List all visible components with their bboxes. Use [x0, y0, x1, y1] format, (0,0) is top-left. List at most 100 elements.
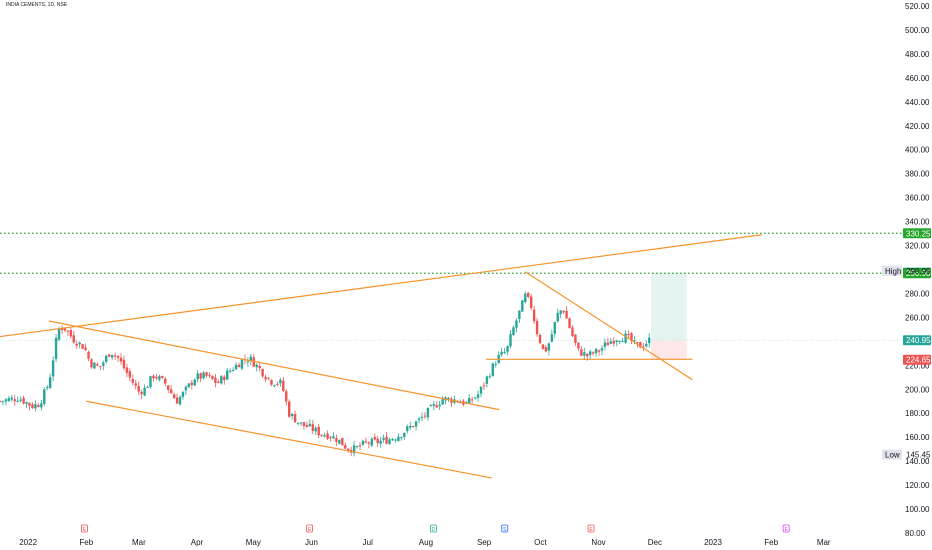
candle-body: [382, 437, 385, 440]
candle: [169, 385, 173, 394]
candle: [438, 400, 441, 411]
candle: [125, 363, 129, 378]
candle-body: [344, 445, 347, 449]
time-tick-label: Nov: [591, 538, 605, 547]
candle-body: [376, 438, 379, 444]
event-marker[interactable]: E: [81, 524, 88, 533]
candle: [341, 437, 344, 446]
candle: [344, 442, 347, 450]
candle: [19, 396, 22, 403]
event-marker-box[interactable]: [81, 524, 88, 533]
candle-body: [134, 383, 137, 386]
candle-body: [506, 345, 509, 352]
candlestick-series: [0, 291, 651, 457]
candle: [287, 399, 291, 418]
candle-body: [282, 380, 285, 391]
low-marker-label: Low: [885, 451, 900, 460]
candle: [237, 362, 241, 368]
candle: [107, 354, 111, 358]
candle-body: [279, 379, 282, 384]
price-tick-label: 360.00: [905, 194, 930, 203]
candle: [532, 305, 536, 324]
candle-body: [276, 383, 279, 385]
candle: [208, 372, 211, 378]
candle-body: [335, 438, 338, 442]
time-tick-label: Feb: [79, 538, 93, 547]
candle: [293, 410, 297, 423]
candle-body: [429, 405, 433, 407]
time-tick-label: Apr: [191, 538, 204, 547]
position-zones: [651, 272, 687, 360]
candle-body: [75, 343, 78, 346]
candle-body: [621, 341, 624, 343]
candle-body: [509, 334, 512, 347]
event-marker[interactable]: S: [501, 524, 509, 533]
candle: [385, 432, 388, 445]
candle-body: [470, 399, 474, 401]
candle: [184, 384, 188, 395]
candle-body: [69, 330, 73, 337]
candle: [273, 384, 276, 388]
candle: [588, 349, 592, 359]
candle: [648, 333, 651, 348]
candle-body: [46, 387, 49, 389]
trendline[interactable]: [525, 271, 693, 381]
candle-body: [624, 333, 627, 343]
candle: [408, 421, 412, 431]
candle-body: [524, 293, 527, 303]
event-marker[interactable]: D: [430, 524, 437, 533]
candle-body: [34, 404, 37, 409]
candle-body: [648, 337, 651, 344]
candle: [7, 395, 11, 403]
event-marker[interactable]: E: [782, 524, 790, 533]
trendlines: [0, 234, 762, 479]
candle-body: [541, 344, 545, 349]
candle-body: [468, 397, 471, 404]
candle-body: [37, 405, 40, 408]
event-marker[interactable]: E: [587, 524, 595, 533]
candle-body: [305, 425, 309, 428]
candle-body: [565, 310, 568, 319]
candle-body: [19, 399, 22, 401]
candle-body: [128, 371, 132, 378]
candle-body: [119, 357, 123, 362]
candle: [518, 310, 521, 323]
candle-body: [314, 427, 317, 432]
trendline[interactable]: [48, 320, 500, 411]
price-axis[interactable]: 520.00 500.00 480.00 460.00 440.00 420.00 400.…: [905, 2, 930, 538]
event-marker[interactable]: E: [306, 524, 313, 533]
candle-body: [270, 380, 273, 385]
candle: [231, 367, 235, 372]
candle-body: [612, 340, 615, 344]
candle: [105, 354, 108, 364]
candle: [34, 400, 37, 412]
time-tick-label: Sep: [477, 538, 492, 547]
candle: [217, 379, 220, 384]
price-tick-label: 400.00: [905, 146, 930, 155]
candle-body: [600, 348, 604, 351]
event-marker-box[interactable]: [306, 524, 313, 533]
candle: [370, 437, 374, 448]
event-marker-box[interactable]: [501, 524, 509, 533]
candle-body: [43, 389, 46, 404]
time-tick-label: Jun: [305, 538, 318, 547]
candle-body: [172, 394, 176, 399]
event-marker-box[interactable]: [782, 524, 790, 533]
event-marker-letter: S: [503, 527, 507, 533]
candle: [364, 437, 368, 444]
time-axis[interactable]: 2022 Feb Mar Apr May Jun Jul Aug Sep Oct Nov Dec 202…: [19, 538, 831, 547]
candle: [556, 308, 559, 323]
candle: [397, 433, 400, 442]
candle-body: [228, 370, 232, 372]
event-marker-box[interactable]: [430, 524, 437, 533]
candle-body: [84, 347, 87, 351]
candle: [417, 416, 421, 424]
event-marker-box[interactable]: [587, 524, 595, 533]
trendline[interactable]: [0, 234, 762, 338]
candle: [249, 353, 253, 365]
candle: [335, 434, 338, 447]
candle-body: [583, 352, 586, 356]
candle: [4, 398, 8, 406]
trendline[interactable]: [86, 400, 492, 479]
